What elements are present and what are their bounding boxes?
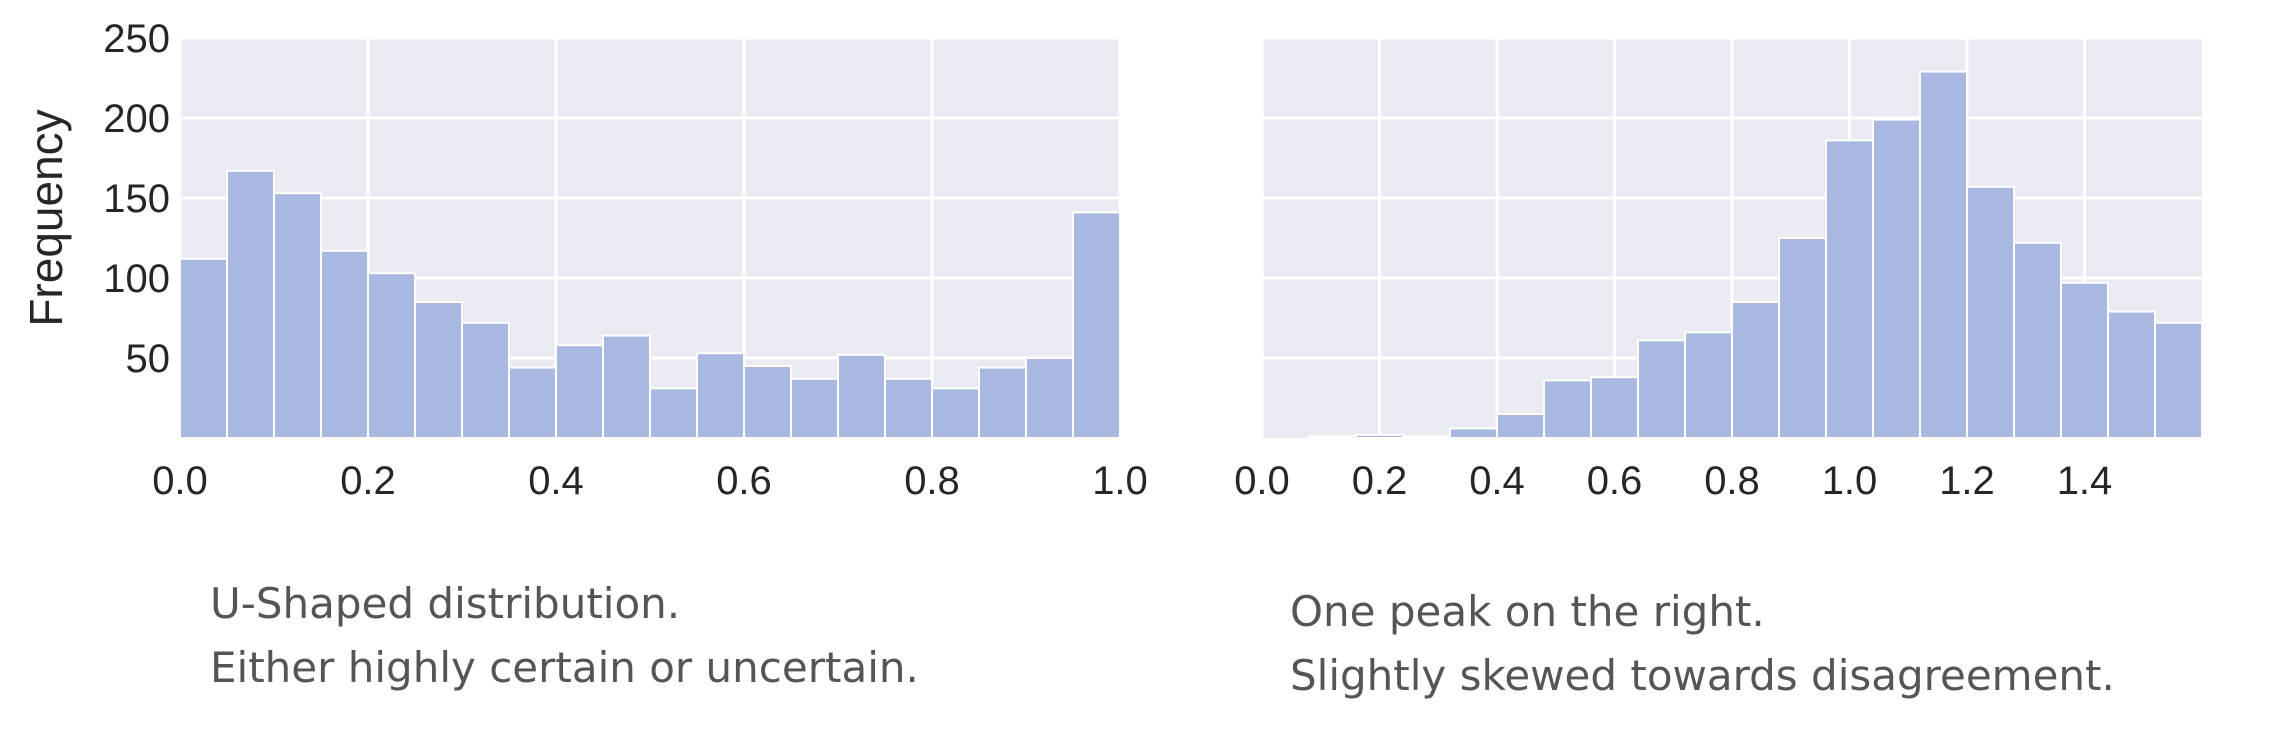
left-histogram-bar <box>414 301 463 439</box>
right-histogram-bar <box>1731 301 1780 439</box>
left-y-tick-label: 250 <box>103 17 170 61</box>
left-histogram-bar <box>602 334 651 440</box>
left-x-tick-label: 0.2 <box>340 459 396 503</box>
right-histogram-bar <box>2060 281 2109 439</box>
figure: 0.0 0.2 0.4 0.6 0.8 1.0 50 100 150 200 250 Frequenc… <box>20 17 2203 503</box>
right-histogram-bar <box>1355 433 1404 439</box>
right-histogram-bar <box>1919 70 1968 439</box>
right-histogram-bar <box>1825 139 1874 439</box>
left-y-axis-label: Frequency <box>20 109 72 326</box>
left-histogram-bar <box>978 366 1027 440</box>
caption-left: U-Shaped distribution. Either highly cer… <box>210 572 919 700</box>
left-y-tick-label: 200 <box>103 97 170 141</box>
right-x-tick-label: 1.0 <box>1822 459 1878 503</box>
right-x-tick-label: 0.8 <box>1704 459 1760 503</box>
left-histogram-bar <box>790 377 839 439</box>
left-histogram-bar <box>696 352 745 440</box>
caption-left-line2: Either highly certain or uncertain. <box>210 643 919 692</box>
right-histogram-bar <box>1449 427 1498 439</box>
right-x-tick-label: 0.2 <box>1352 459 1408 503</box>
left-x-tick-label: 0.6 <box>716 459 772 503</box>
left-histogram-bar <box>508 366 557 440</box>
left-histogram-bar <box>884 377 933 439</box>
right-x-tick-label: 1.4 <box>2057 459 2113 503</box>
right-histogram-bar <box>1590 376 1639 440</box>
caption-right: One peak on the right. Slightly skewed t… <box>1290 580 2115 708</box>
right-histogram-bar <box>2107 310 2156 440</box>
right-histogram-bar <box>1543 379 1592 439</box>
left-histogram-bar <box>179 257 228 439</box>
left-histogram-bar <box>649 387 698 439</box>
right-histogram-bar <box>1966 185 2015 439</box>
left-y-tick-label: 100 <box>103 257 170 301</box>
left-y-tick-label: 150 <box>103 177 170 221</box>
left-histogram-bar <box>743 365 792 439</box>
right-histogram-bar <box>1308 435 1357 439</box>
left-histogram-bar <box>555 344 604 440</box>
right-x-tick-label: 0.4 <box>1469 459 1525 503</box>
caption-right-line1: One peak on the right. <box>1290 587 1765 636</box>
caption-right-line2: Slightly skewed towards disagreement. <box>1290 651 2115 700</box>
right-histogram-bar <box>1496 413 1545 439</box>
right-x-tick-label: 0.6 <box>1587 459 1643 503</box>
left-histogram-bar <box>1025 357 1074 439</box>
right-histogram-bar <box>1778 237 1827 439</box>
right-x-tick-label: 0.0 <box>1234 459 1290 503</box>
right-histogram-bar <box>1684 331 1733 439</box>
left-x-tick-label: 1.0 <box>1092 459 1148 503</box>
left-x-tick-label: 0.0 <box>152 459 208 503</box>
left-histogram-bar <box>320 249 369 439</box>
left-y-tick-label: 50 <box>126 337 171 381</box>
left-histogram-bar <box>461 321 510 439</box>
left-histogram-bar <box>367 272 416 440</box>
chart-uniform-histogram: 0.0 0.2 0.4 0.6 0.8 1.0 50 100 150 200 250 Frequenc… <box>20 17 1148 503</box>
chart-peak-histogram: 0.0 0.2 0.4 0.6 0.8 1.0 1.2 1.4 <box>1234 36 2203 503</box>
left-histogram-bar <box>931 387 980 439</box>
left-histogram-bar <box>837 353 886 439</box>
left-histogram-bar <box>273 192 322 439</box>
right-histogram-bar <box>1872 118 1921 439</box>
right-histogram-bar <box>1637 339 1686 439</box>
left-x-tick-label: 0.4 <box>528 459 584 503</box>
left-histogram-bar <box>226 169 275 440</box>
caption-left-line1: U-Shaped distribution. <box>210 579 681 628</box>
left-x-tick-label: 0.8 <box>904 459 960 503</box>
right-histogram-bar <box>1402 435 1451 439</box>
right-histogram-bar <box>2013 241 2062 439</box>
right-histogram-bar <box>2154 321 2203 439</box>
right-x-tick-label: 1.2 <box>1939 459 1995 503</box>
left-histogram-bar <box>1072 211 1121 439</box>
